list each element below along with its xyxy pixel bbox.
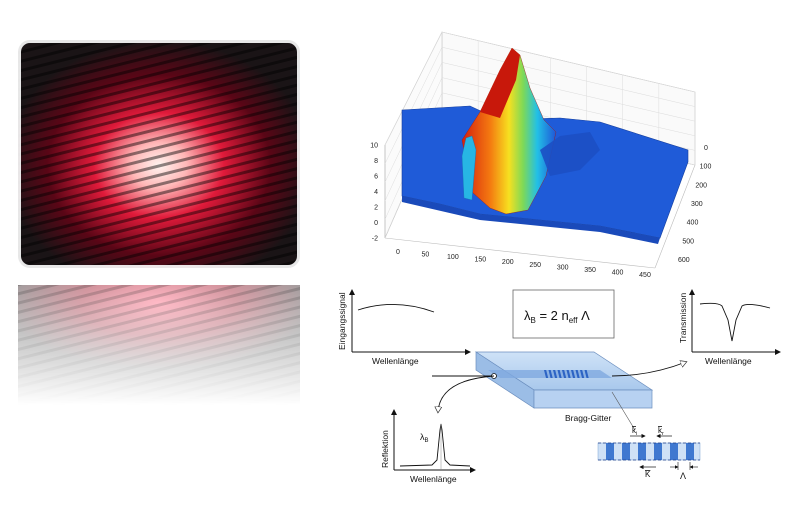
z-tick-label: 2 xyxy=(374,205,378,212)
chip-grating-stripe xyxy=(544,370,549,378)
grating-detail-bar xyxy=(670,443,678,460)
laser-reflection xyxy=(18,285,300,405)
surface-peak-top xyxy=(480,48,520,118)
laser-fringe-pattern xyxy=(18,40,300,268)
chip-grating-stripe xyxy=(557,370,562,378)
back-wall-gridline xyxy=(441,62,696,122)
z-tick-label: -2 xyxy=(372,236,378,243)
z-tick-label: 6 xyxy=(374,174,378,181)
input-graph: Eingangssignal Wellenlänge xyxy=(337,289,471,366)
x-tick-label: 100 xyxy=(447,254,459,261)
back-wall-gridline xyxy=(441,77,696,137)
x-tick-label: 150 xyxy=(474,257,486,264)
reflection-peak-label: λB xyxy=(420,432,429,444)
grating-detail-bar xyxy=(622,443,630,460)
x-tick-label: 0 xyxy=(396,249,400,256)
waveguide: Bragg-Gitter xyxy=(432,351,686,431)
reflection-graph: λB Reflektion Wellenlänge xyxy=(380,409,476,484)
chip-grating-stripe xyxy=(571,370,576,378)
grating-detail-bars xyxy=(606,443,694,460)
formula-frame xyxy=(512,289,615,339)
chip-grating-stripe xyxy=(580,370,585,378)
x-tick-label: 400 xyxy=(612,269,624,276)
reflection-peak-curve xyxy=(399,423,471,467)
chip-grating-stripe xyxy=(548,370,553,378)
grating-period-label: Λ xyxy=(680,471,686,481)
formula-box: λB = 2 neff Λ xyxy=(512,289,615,339)
transmission-curve xyxy=(699,302,771,342)
y-tick-label: 300 xyxy=(691,201,703,208)
laser-photo-vignette xyxy=(15,37,303,271)
waveguide-label: Bragg-Gitter xyxy=(565,413,611,423)
grating-detail-bar xyxy=(654,443,662,460)
chip-grating-stripe xyxy=(562,370,567,378)
z-tick-label: 0 xyxy=(374,220,378,227)
grating-detail: ki kr K Λ xyxy=(597,426,701,481)
x-axis-ticks: 0 50 100 150 200 250 300 350 400 450 xyxy=(396,249,651,279)
y-tick-label: 100 xyxy=(700,164,712,171)
z-tick-label: 4 xyxy=(374,189,378,196)
surface-small-peak xyxy=(461,135,477,201)
x-tick-label: 450 xyxy=(639,272,651,279)
x-tick-label: 350 xyxy=(584,267,596,274)
y-tick-label: 0 xyxy=(704,145,708,152)
surface-dip xyxy=(540,132,600,176)
chip-grating-stripe xyxy=(575,370,580,378)
x-tick-label: 50 xyxy=(422,252,430,259)
waveguide-side-face xyxy=(533,389,653,409)
transmission-xlabel: Wellenlänge xyxy=(705,356,752,366)
back-wall-gridline xyxy=(441,46,696,107)
grating-vector-K-label: K xyxy=(645,470,651,479)
grating-detail-bar xyxy=(686,443,694,460)
laser-photo xyxy=(15,37,303,271)
chip-grating-stripe xyxy=(553,370,558,378)
transmission-graph: Transmission Wellenlänge xyxy=(678,289,781,366)
y-tick-label: 500 xyxy=(682,238,694,245)
light-reflection-path xyxy=(438,375,495,412)
detail-leader-line xyxy=(611,391,636,431)
y-tick-label: 600 xyxy=(678,257,690,264)
z-tick-label: 8 xyxy=(374,158,378,165)
wavevector-ki-label: ki xyxy=(632,426,637,437)
formula-text: λB = 2 neff Λ xyxy=(524,308,590,325)
reflection-ylabel: Reflektion xyxy=(380,430,390,468)
back-wall-gridline xyxy=(441,31,696,93)
left-wall-gridline xyxy=(384,47,443,164)
grating-detail-bar xyxy=(606,443,614,460)
y-tick-label: 400 xyxy=(687,220,699,227)
chip-grating-stripe xyxy=(566,370,571,378)
x-tick-label: 250 xyxy=(529,262,541,269)
transmission-ylabel: Transmission xyxy=(678,293,688,343)
input-spectrum-curve xyxy=(357,304,435,313)
input-xlabel: Wellenlänge xyxy=(372,356,419,366)
wavevector-kr-label: kr xyxy=(658,426,664,437)
z-tick-label: 10 xyxy=(370,143,378,150)
x-tick-label: 200 xyxy=(502,259,514,266)
bragg-grating-on-chip xyxy=(544,370,589,378)
reflection-xlabel: Wellenlänge xyxy=(410,474,457,484)
chip-grating-stripe xyxy=(584,370,589,378)
x-tick-label: 300 xyxy=(557,264,569,271)
laser-reflection-fringes xyxy=(18,285,300,405)
y-axis-ticks: 0 100 200 300 400 500 600 xyxy=(678,145,711,264)
input-ylabel: Eingangssignal xyxy=(337,292,347,350)
left-wall-gridline xyxy=(384,31,443,146)
light-output-path xyxy=(611,362,686,377)
grating-detail-bar xyxy=(638,443,646,460)
surface-floor-shade xyxy=(402,196,660,244)
y-tick-label: 200 xyxy=(695,182,707,189)
z-axis-ticks: 10 8 6 4 2 0 -2 xyxy=(370,143,378,243)
